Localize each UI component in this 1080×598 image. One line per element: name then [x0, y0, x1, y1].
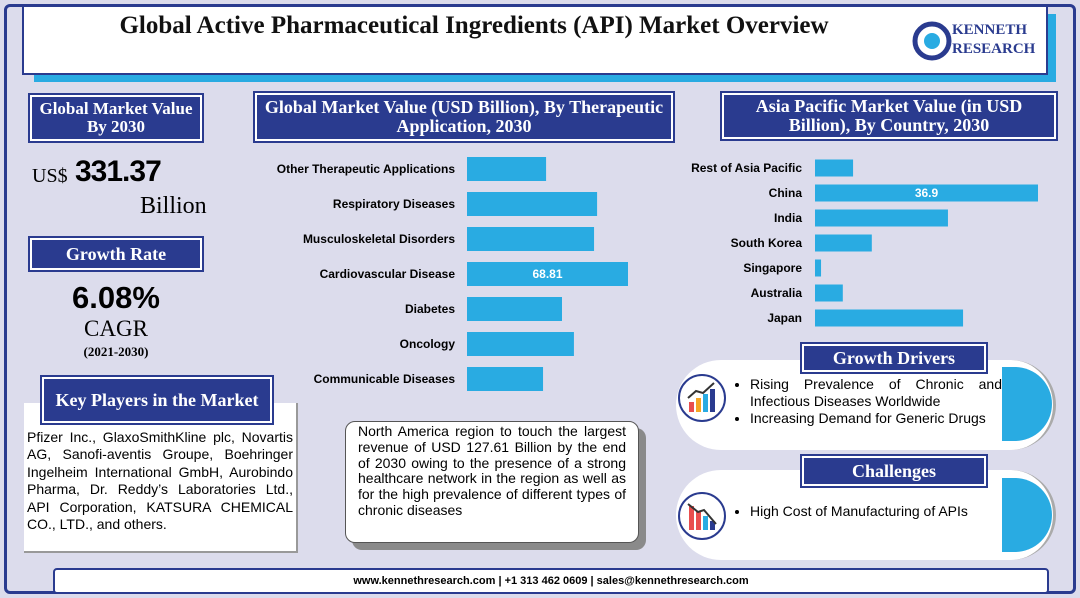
- key-players-text: Pfizer Inc., GlaxoSmithKline plc, Novart…: [27, 429, 293, 533]
- drivers-icon: [678, 374, 726, 422]
- category-label: Communicable Diseases: [314, 372, 456, 386]
- bar: [467, 157, 547, 181]
- bar: [815, 259, 822, 277]
- bar: [467, 227, 595, 251]
- category-label: Other Therapeutic Applications: [277, 162, 456, 176]
- note-panel: North America region to touch the larges…: [345, 421, 639, 543]
- driver-item: Rising Prevalence of Chronic and Infecti…: [750, 376, 1002, 410]
- growth-value: 6.08%: [72, 280, 160, 315]
- key-players-heading: Key Players in the Market: [42, 377, 272, 423]
- driver-item: Increasing Demand for Generic Drugs: [750, 410, 1002, 427]
- category-label: Cardiovascular Disease: [320, 267, 456, 281]
- chart: Other Therapeutic Applications Respirator…: [277, 157, 628, 391]
- bar: [467, 262, 628, 286]
- category-label: Oncology: [400, 337, 456, 351]
- market-heading: Global Market Value By 2030: [30, 95, 202, 141]
- key-players-panel: Pfizer Inc., GlaxoSmithKline plc, Novart…: [24, 403, 298, 553]
- category-label: Respiratory Diseases: [333, 197, 455, 211]
- drivers-heading: Growth Drivers: [802, 344, 986, 372]
- category-label: Australia: [751, 286, 803, 300]
- accent: [1002, 478, 1052, 552]
- growth-label: CAGR: [84, 316, 148, 341]
- logo-text: KENNETH RESEARCH: [952, 21, 1035, 59]
- bar: [815, 209, 948, 227]
- chart-title: Asia Pacific Market Value (in USD Billio…: [722, 93, 1056, 139]
- category-label: China: [769, 186, 803, 200]
- market-unit: Billion: [140, 193, 207, 219]
- currency: US$: [32, 165, 68, 187]
- bar: [815, 184, 1038, 202]
- value-label: 68.81: [532, 267, 562, 281]
- category-label: Japan: [767, 311, 802, 325]
- category-label: Rest of Asia Pacific: [691, 161, 802, 175]
- footer: www.kennethresearch.com | +1 313 462 060…: [53, 568, 1049, 594]
- bar: [467, 192, 598, 216]
- title: Global Active Pharmaceutical Ingredients…: [119, 12, 829, 39]
- category-label: South Korea: [731, 236, 803, 250]
- category-label: Diabetes: [405, 302, 455, 316]
- category-label: Singapore: [743, 261, 802, 275]
- market-value: 331.37: [75, 155, 162, 188]
- header: Global Active Pharmaceutical Ingredients…: [22, 5, 1048, 75]
- bar: [467, 332, 574, 356]
- growth-period: (2021-2030): [83, 344, 149, 359]
- value-label: 36.9: [915, 186, 939, 200]
- drivers-panel: Rising Prevalence of Chronic and Infecti…: [676, 360, 1056, 450]
- accent: [1002, 367, 1052, 441]
- drivers-list: Rising Prevalence of Chronic and Infecti…: [732, 376, 1002, 427]
- bar: [815, 309, 964, 327]
- challenge-item: High Cost of Manufacturing of APIs: [750, 503, 1002, 520]
- note-text: North America region to touch the larges…: [358, 423, 626, 518]
- logo-line: KENNETH: [952, 22, 1028, 38]
- category-label: India: [774, 211, 802, 225]
- category-label: Musculoskeletal Disorders: [303, 232, 455, 246]
- footer-text: www.kennethresearch.com | +1 313 462 060…: [353, 575, 749, 587]
- bar: [467, 297, 562, 321]
- challenges-icon: [678, 492, 726, 540]
- logo-icon: [912, 21, 952, 61]
- bar: [467, 367, 544, 391]
- bar: [815, 234, 872, 252]
- bar: [815, 159, 854, 177]
- logo-line: RESEARCH: [952, 41, 1036, 57]
- bar: [815, 284, 843, 302]
- chart: Rest of Asia Pacific China 36.9 India South …: [691, 159, 1038, 327]
- chart-title: Global Market Value (USD Billion), By Th…: [255, 93, 673, 141]
- challenges-heading: Challenges: [802, 456, 986, 486]
- challenges-list: High Cost of Manufacturing of APIs: [732, 503, 1002, 520]
- growth-heading: Growth Rate: [30, 238, 202, 270]
